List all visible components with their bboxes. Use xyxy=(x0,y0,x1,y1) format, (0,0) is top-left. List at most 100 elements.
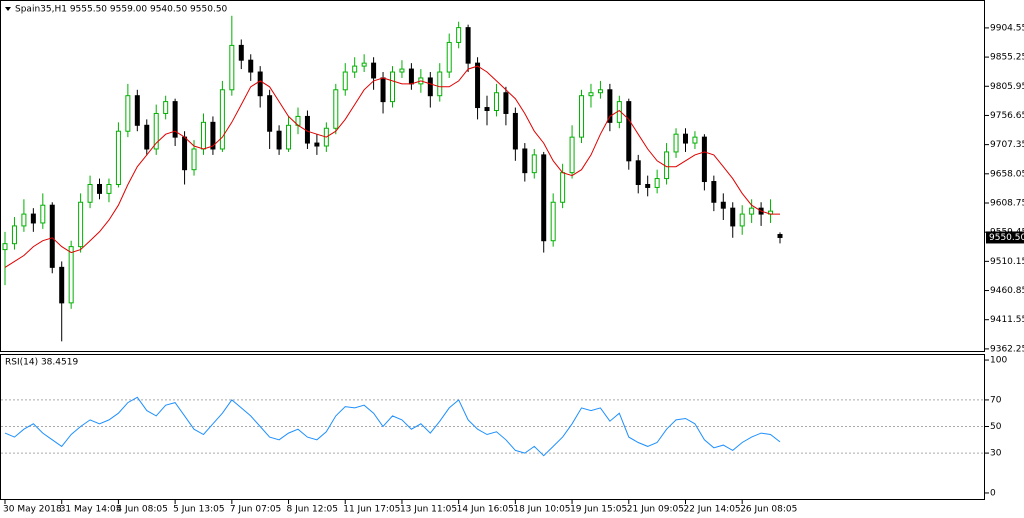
x-tick-label: 14 Jun 16:05 xyxy=(457,505,514,515)
last-price-box xyxy=(986,231,1024,244)
candle-body xyxy=(153,112,159,150)
candle-body xyxy=(134,95,140,126)
candle-body xyxy=(720,201,726,209)
candle-body xyxy=(2,243,8,251)
rsi-title: RSI(14) 38.4519 xyxy=(5,358,78,368)
candle-body xyxy=(399,68,405,73)
candle-body xyxy=(125,95,131,132)
candle-body xyxy=(692,136,698,144)
candle-body xyxy=(172,101,178,138)
candle-body xyxy=(257,71,263,97)
candle-body xyxy=(87,183,93,203)
candle-body xyxy=(78,201,84,248)
candle-body xyxy=(597,89,603,94)
y-tick-label: 9362.25 xyxy=(990,344,1024,354)
x-tick-label: 11 Jun 17:05 xyxy=(343,505,400,515)
x-tick-label: 30 May 2018 xyxy=(3,505,62,515)
candle-body xyxy=(541,154,547,242)
candle-body xyxy=(30,213,36,224)
candle-body xyxy=(777,234,783,238)
candle-body xyxy=(163,101,169,114)
candle-body xyxy=(59,266,65,304)
candle-body xyxy=(200,121,206,150)
candle-body xyxy=(427,77,433,97)
candle-body xyxy=(550,201,556,242)
candle-body xyxy=(304,115,310,144)
y-tick-label: 9707.35 xyxy=(990,140,1024,150)
candle-body xyxy=(626,101,632,162)
y-tick-label: 9460.85 xyxy=(990,286,1024,296)
candle-body xyxy=(484,107,490,112)
candle-body xyxy=(286,124,292,150)
moving-average xyxy=(4,65,780,268)
y-tick-label: 9510.15 xyxy=(990,257,1024,267)
candle-body xyxy=(446,41,452,73)
y-tick-label: 70 xyxy=(990,395,1002,405)
candle-body xyxy=(588,92,594,97)
candle-body xyxy=(635,160,641,185)
last-price-label: 9550.50 xyxy=(989,233,1024,243)
x-tick-label: 31 May 14:05 xyxy=(60,505,122,515)
candle-body xyxy=(701,136,707,183)
candle-body xyxy=(475,62,481,109)
candle-body xyxy=(68,246,74,304)
candle-body xyxy=(730,207,736,227)
x-tick-label: 7 Jun 07:05 xyxy=(230,505,281,515)
x-tick-label: 19 Jun 15:05 xyxy=(570,505,627,515)
candle-body xyxy=(97,183,103,194)
x-tick-label: 5 Jun 13:05 xyxy=(173,505,224,515)
candle-body xyxy=(654,178,660,188)
candle-body xyxy=(267,95,273,132)
title-arrow xyxy=(5,7,11,11)
y-tick-label: 9658.05 xyxy=(990,169,1024,179)
candle-body xyxy=(21,213,27,227)
candle-body xyxy=(49,204,55,268)
candle-body xyxy=(314,142,320,147)
candle-body xyxy=(371,62,377,79)
candle-body xyxy=(144,124,150,150)
candle-body xyxy=(276,130,282,150)
candle-body xyxy=(352,65,358,73)
candle-body xyxy=(569,136,575,174)
chart-title: Spain35,H1 9555.50 9559.00 9540.50 9550.… xyxy=(15,5,228,15)
candle-body xyxy=(333,89,339,129)
candle-body xyxy=(522,148,528,174)
y-tick-label: 30 xyxy=(990,449,1002,459)
candle-body xyxy=(11,225,17,245)
y-tick-label: 50 xyxy=(990,422,1002,432)
y-tick-label: 9411.55 xyxy=(990,315,1024,325)
candle-body xyxy=(361,62,367,67)
y-tick-label: 9608.75 xyxy=(990,198,1024,208)
candle-body xyxy=(465,27,471,64)
candle-body xyxy=(503,92,509,114)
y-tick-label: 9756.65 xyxy=(990,111,1024,121)
candle-body xyxy=(493,92,499,112)
candle-body xyxy=(711,181,717,203)
x-tick-label: 22 Jun 14:05 xyxy=(683,505,740,515)
candle-body xyxy=(531,154,537,174)
candle-body xyxy=(607,89,613,123)
candle-body xyxy=(229,44,235,91)
y-tick-label: 9805.95 xyxy=(990,82,1024,92)
candle-body xyxy=(380,77,386,103)
candle-body xyxy=(645,183,651,188)
candle-body xyxy=(40,204,46,224)
y-tick-label: 9855.25 xyxy=(990,53,1024,63)
y-tick-label: 100 xyxy=(990,356,1007,366)
candle-body xyxy=(739,213,745,227)
candle-body xyxy=(560,172,566,203)
candle-body xyxy=(682,133,688,144)
candle-body xyxy=(115,130,121,185)
candle-body xyxy=(456,27,462,43)
candle-body xyxy=(182,136,188,171)
candle-body xyxy=(390,71,395,103)
candle-body xyxy=(238,44,244,61)
candle-body xyxy=(191,148,197,171)
candle-body xyxy=(342,71,348,91)
candle-body xyxy=(106,183,112,194)
candle-body xyxy=(219,89,225,150)
candle-body xyxy=(248,59,254,73)
